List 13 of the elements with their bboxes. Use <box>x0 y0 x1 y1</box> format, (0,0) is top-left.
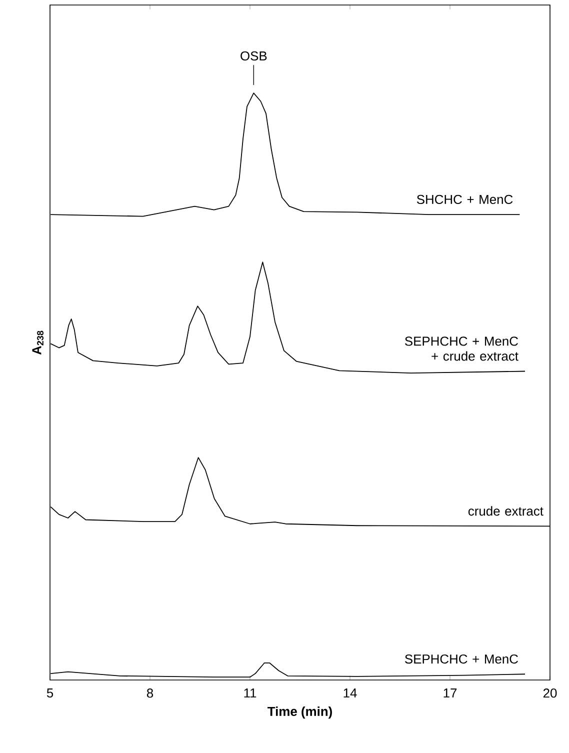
x-tick-label: 17 <box>444 688 457 698</box>
x-axis-title: Time (min) <box>268 706 332 719</box>
x-tick-label: 5 <box>46 688 54 698</box>
series-label: SEPHCHC + MenC <box>405 654 518 664</box>
x-tick-label: 14 <box>344 688 357 698</box>
y-axis-title: A$_{238}$ <box>32 330 44 355</box>
x-tick-label: 11 <box>244 688 256 698</box>
series-label: SEPHCHC + MenC + crude extract <box>405 336 518 361</box>
series-label: crude extract <box>468 506 544 516</box>
x-tick-label: 8 <box>146 688 154 698</box>
series-label: SHCHC + MenC <box>416 194 513 204</box>
x-tick-label: 20 <box>543 688 557 698</box>
annotation: OSB <box>240 51 267 61</box>
